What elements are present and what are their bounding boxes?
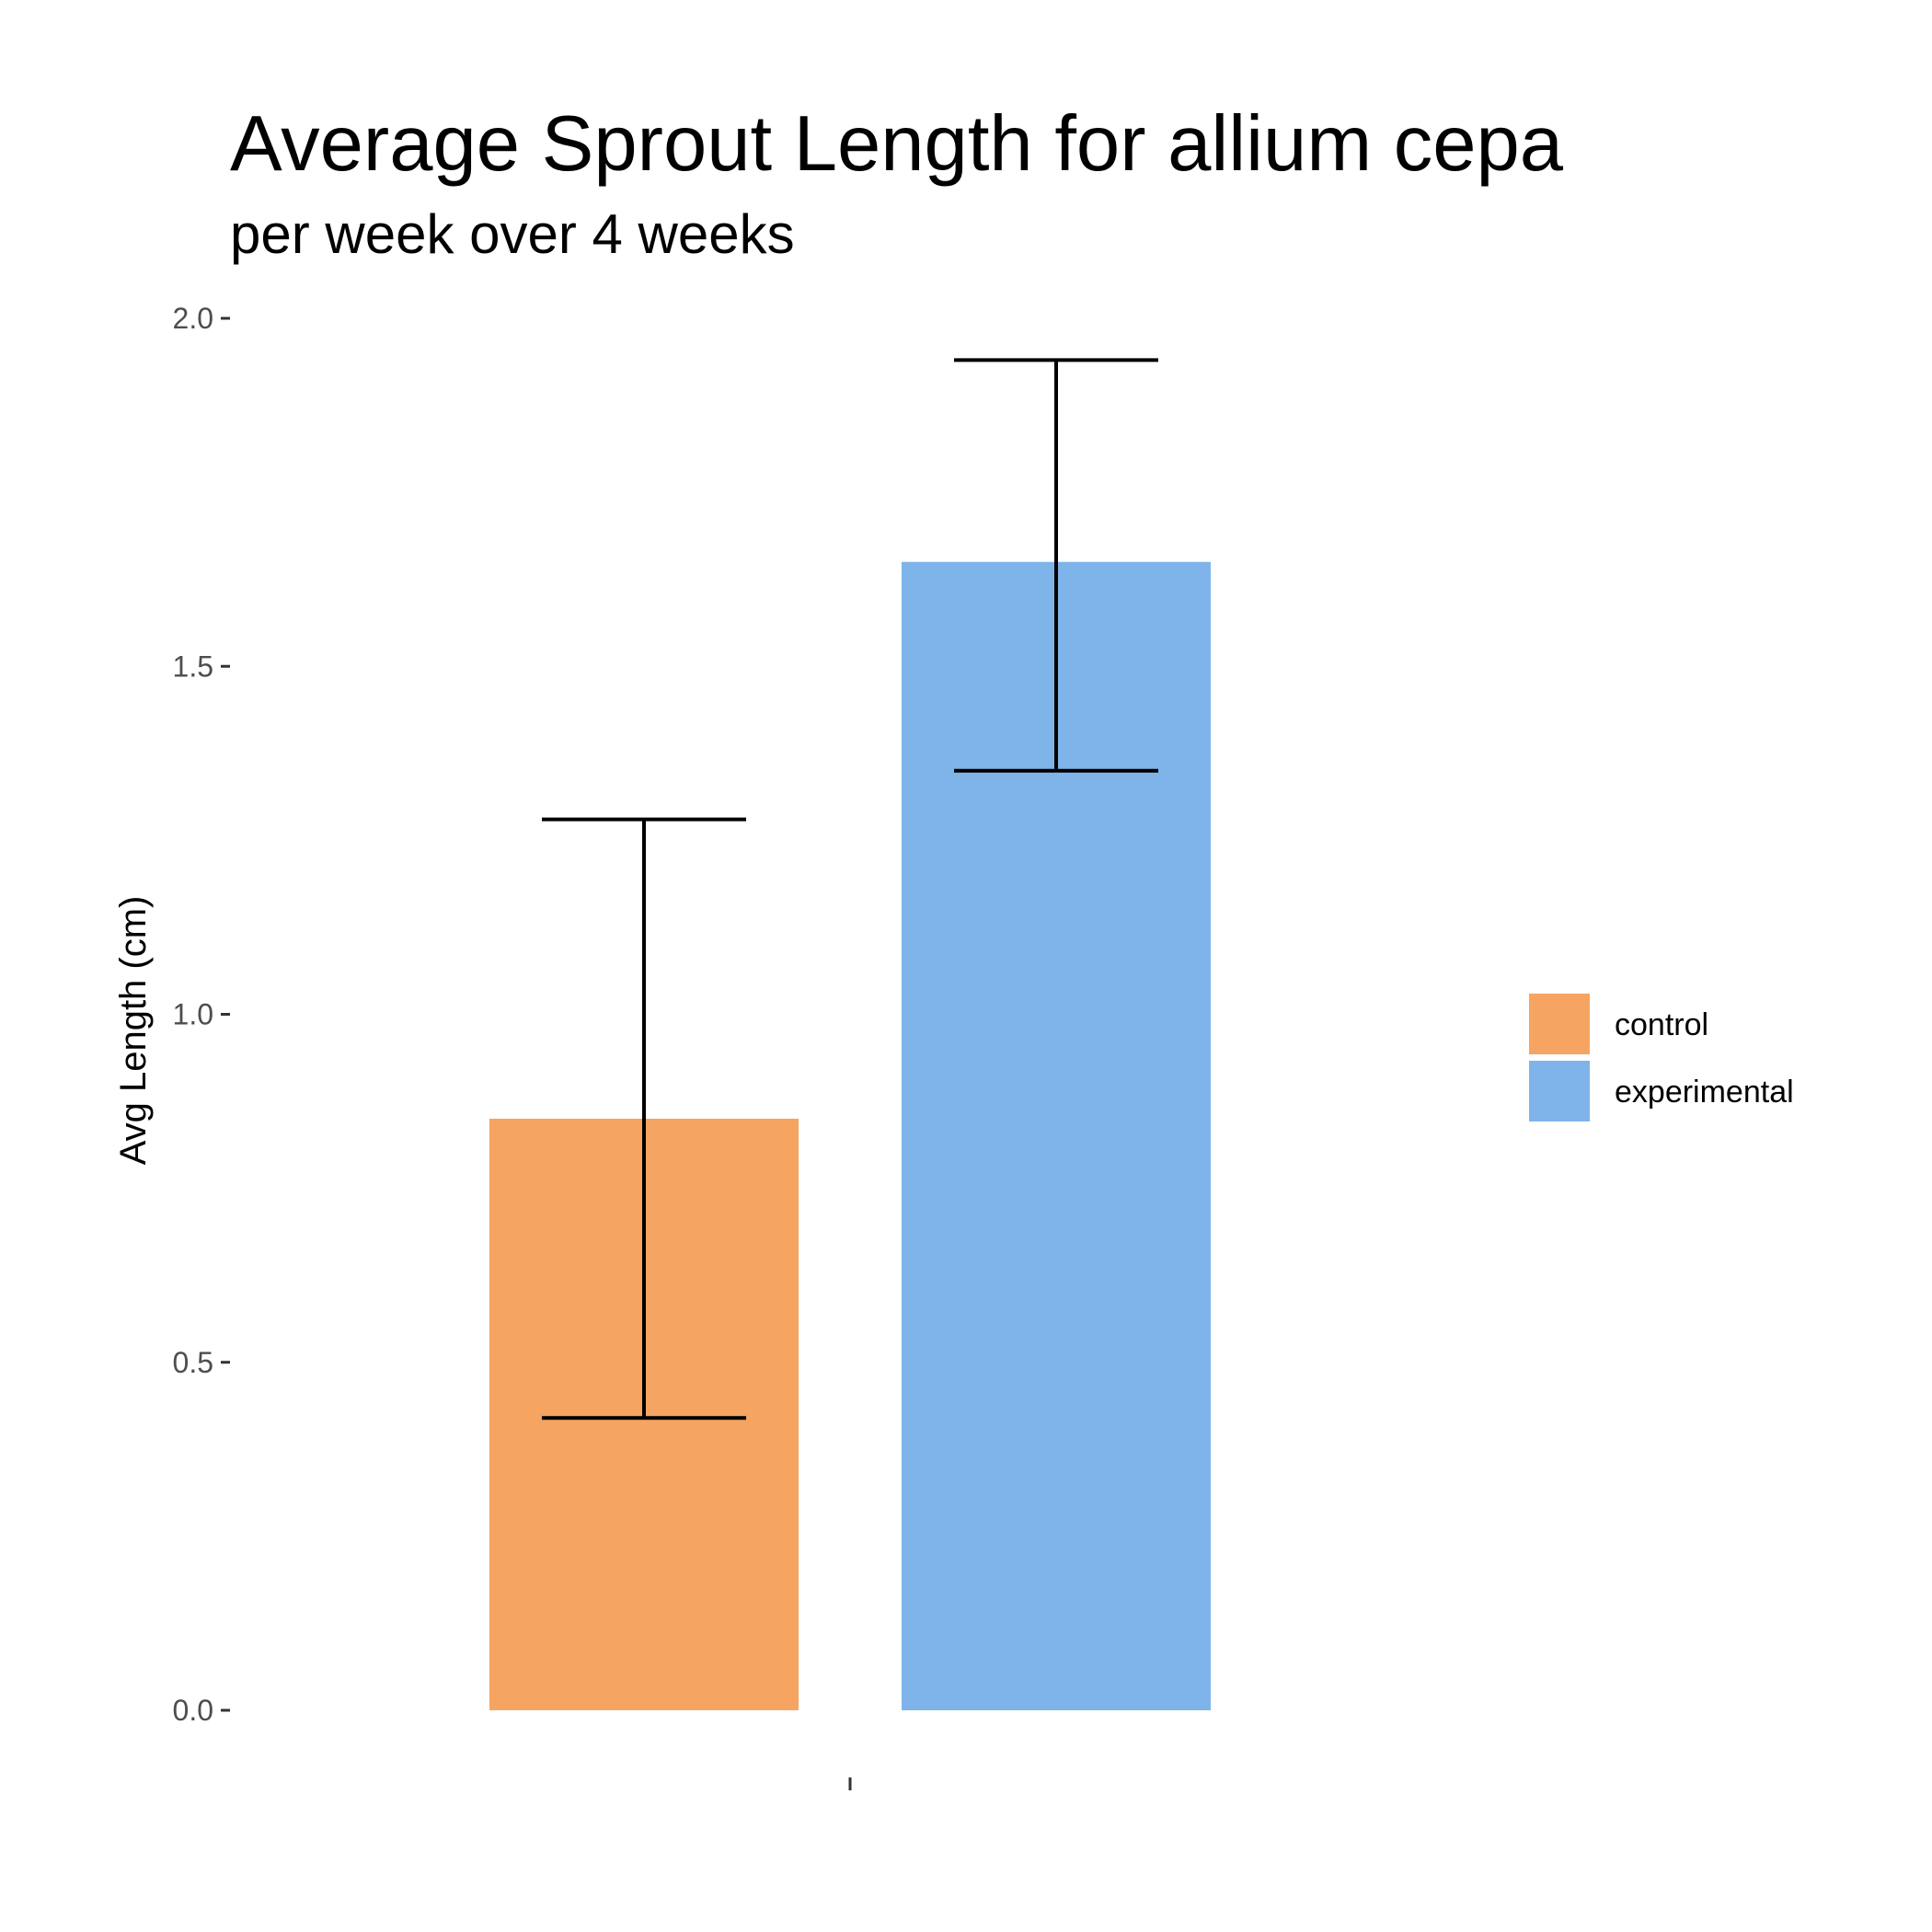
bars: [489, 561, 1211, 1710]
y-tick-label: 2.0: [173, 302, 213, 335]
legend: control experimental: [1529, 994, 1794, 1121]
y-axis-label: Avg Length (cm): [113, 896, 154, 1166]
legend-label: control: [1615, 1007, 1708, 1042]
legend-label: experimental: [1615, 1075, 1794, 1110]
legend-item-experimental: experimental: [1529, 1061, 1794, 1121]
y-tick-label: 1.5: [173, 650, 213, 683]
y-tick-label: 0.0: [173, 1694, 213, 1727]
legend-key: [1529, 1061, 1590, 1121]
chart-title: Average Sprout Length for allium cepa: [230, 100, 1564, 188]
legend-item-control: control: [1529, 994, 1708, 1054]
y-axis: 0.0 0.5 1.0 1.5 2.0: [173, 302, 230, 1727]
legend-key: [1529, 994, 1590, 1054]
chart-subtitle: per week over 4 weeks: [230, 203, 795, 265]
y-tick-label: 1.0: [173, 998, 213, 1031]
error-bar-experimental: [954, 358, 1158, 773]
y-tick-label: 0.5: [173, 1346, 213, 1379]
error-bar-control: [542, 817, 746, 1420]
error-bars: [542, 358, 1158, 1420]
